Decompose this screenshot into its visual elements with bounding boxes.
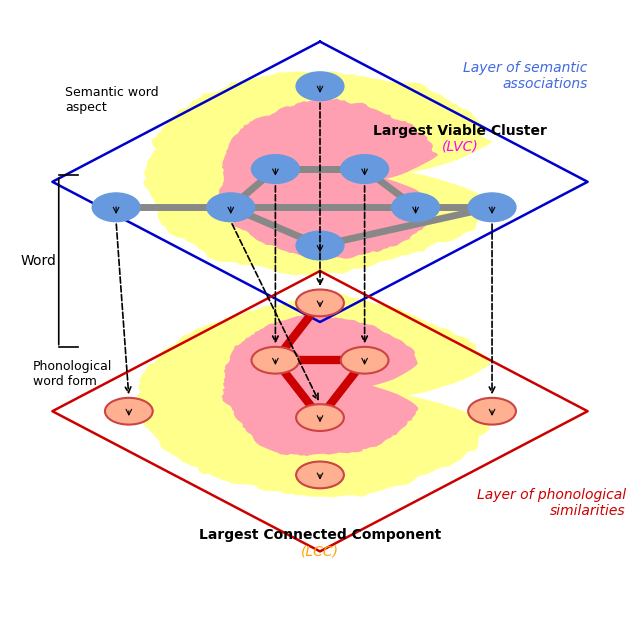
Ellipse shape — [207, 193, 255, 222]
PathPatch shape — [143, 71, 493, 276]
Ellipse shape — [296, 462, 344, 488]
Ellipse shape — [92, 193, 140, 222]
Ellipse shape — [252, 347, 300, 374]
Text: Layer of phonological
similarities: Layer of phonological similarities — [477, 488, 626, 518]
Text: Largest Connected Component: Largest Connected Component — [199, 529, 441, 542]
Ellipse shape — [296, 72, 344, 100]
PathPatch shape — [134, 293, 490, 498]
Text: Word: Word — [20, 254, 56, 269]
Ellipse shape — [392, 193, 440, 222]
Ellipse shape — [296, 404, 344, 431]
Ellipse shape — [468, 398, 516, 424]
Ellipse shape — [252, 155, 300, 184]
PathPatch shape — [221, 314, 418, 456]
Ellipse shape — [105, 398, 153, 424]
Ellipse shape — [296, 231, 344, 260]
Ellipse shape — [340, 155, 388, 184]
Ellipse shape — [296, 290, 344, 316]
Ellipse shape — [468, 193, 516, 222]
Text: (LVC): (LVC) — [442, 140, 479, 154]
Text: Phonological
word form: Phonological word form — [33, 360, 113, 388]
Text: Layer of semantic
associations: Layer of semantic associations — [463, 61, 588, 91]
Ellipse shape — [340, 347, 388, 374]
Text: (LCC): (LCC) — [301, 544, 339, 558]
PathPatch shape — [218, 99, 438, 259]
Text: Semantic word
aspect: Semantic word aspect — [65, 86, 159, 114]
Text: Largest Viable Cluster: Largest Viable Cluster — [373, 124, 547, 138]
